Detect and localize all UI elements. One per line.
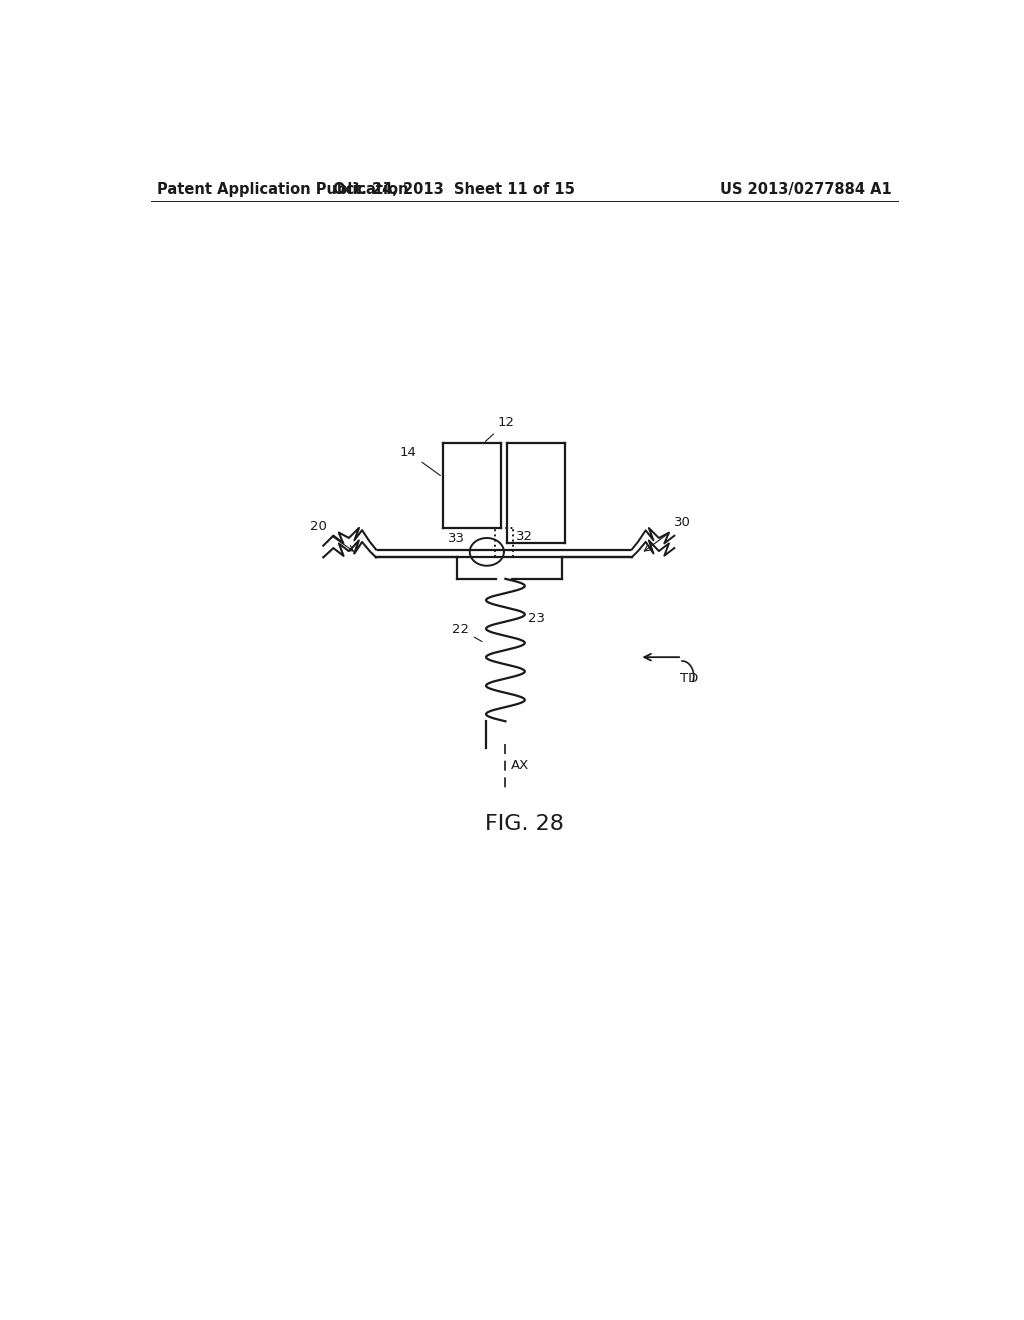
Text: AX: AX — [511, 759, 529, 772]
Polygon shape — [632, 528, 675, 557]
Text: 12: 12 — [485, 416, 514, 441]
Polygon shape — [324, 528, 376, 557]
Text: 33: 33 — [449, 532, 465, 545]
Text: 32: 32 — [516, 529, 534, 543]
Text: 30: 30 — [644, 516, 691, 550]
Text: Patent Application Publication: Patent Application Publication — [158, 182, 409, 197]
Text: TD: TD — [680, 672, 698, 685]
Text: 14: 14 — [400, 446, 440, 475]
Text: US 2013/0277884 A1: US 2013/0277884 A1 — [721, 182, 892, 197]
Text: 22: 22 — [452, 623, 482, 642]
Text: 20: 20 — [310, 520, 353, 552]
Text: Oct. 24, 2013  Sheet 11 of 15: Oct. 24, 2013 Sheet 11 of 15 — [333, 182, 574, 197]
Text: 23: 23 — [528, 611, 545, 624]
Text: FIG. 28: FIG. 28 — [485, 814, 564, 834]
